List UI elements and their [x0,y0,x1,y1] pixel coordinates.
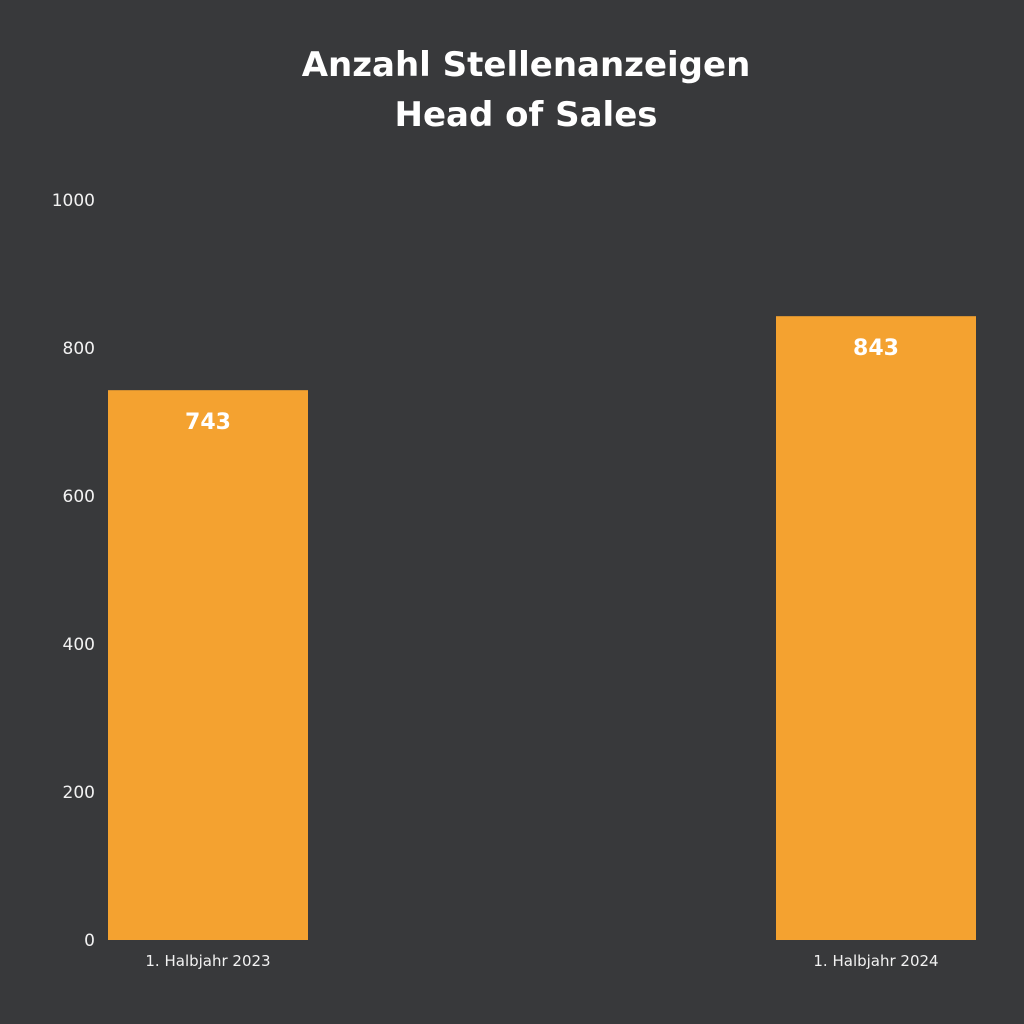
bars: 743 843 [108,316,976,940]
y-tick-label: 400 [63,635,95,655]
chart-title-line-1: Anzahl Stellenanzeigen [301,45,751,85]
bar [108,390,308,940]
chart-title: Anzahl Stellenanzeigen Head of Sales [0,40,1024,140]
y-tick-label: 800 [63,339,95,359]
y-tick-label: 1000 [52,191,95,211]
x-category-label: 1. Halbjahr 2024 [813,952,938,970]
y-tick-label: 600 [63,487,95,507]
bar-value-label: 743 [185,410,231,435]
y-axis: 0 200 400 600 800 1000 [52,191,95,951]
y-tick-label: 0 [84,931,95,951]
bar-value-label: 843 [853,336,899,361]
x-axis: 1. Halbjahr 2023 1. Halbjahr 2024 [145,952,938,970]
x-category-label: 1. Halbjahr 2023 [145,952,270,970]
bar [776,316,976,940]
y-tick-label: 200 [63,783,95,803]
chart-title-line-2: Head of Sales [394,95,658,135]
